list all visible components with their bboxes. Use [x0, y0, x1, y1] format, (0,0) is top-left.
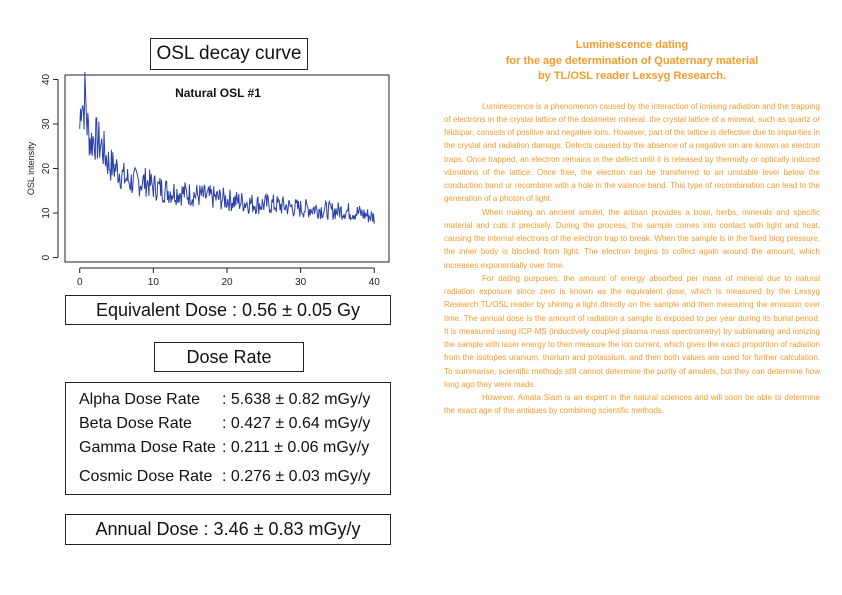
y-tick-label: 30: [41, 118, 52, 130]
dose-rate-title-box: Dose Rate: [154, 342, 304, 372]
article-paragraph: Luminescence is a phenomenon caused by t…: [444, 101, 820, 204]
y-axis-label: OSL intensity: [26, 141, 36, 195]
y-tick-label: 40: [41, 73, 52, 85]
heading-line: Luminescence dating: [575, 39, 689, 51]
heading-line: for the age determination of Quaternary …: [505, 54, 759, 67]
article-heading: Luminescence dating for the age determin…: [444, 38, 820, 85]
dose-rate-value: : 0.427 ± 0.64 mGy/y: [222, 415, 371, 432]
y-tick-label: 20: [41, 163, 52, 175]
gamma-dose-rate-row: Gamma Dose Rate : 0.211 ± 0.06 mGy/y: [79, 437, 384, 459]
alpha-dose-rate-row: Alpha Dose Rate : 5.638 ± 0.82 mGy/y: [79, 389, 384, 411]
cosmic-dose-rate-row: Cosmic Dose Rate : 0.276 ± 0.03 mGy/y: [79, 466, 384, 488]
x-tick-label: 0: [77, 277, 83, 288]
osl-series-line: [79, 72, 375, 224]
dose-rate-title: Dose Rate: [186, 346, 272, 367]
osl-decay-chart: 0 10 20 30 40 0 10 20 30 40 OSL intensity Natural O…: [26, 72, 390, 288]
dose-rate-label: Alpha Dose Rate: [79, 391, 200, 408]
chart-title: Natural OSL #1: [175, 86, 261, 100]
dose-rate-label: Gamma Dose Rate: [79, 439, 216, 456]
y-tick-label: 0: [41, 254, 52, 260]
y-tick-label: 10: [41, 207, 52, 219]
dose-rate-label: Cosmic Dose Rate: [79, 468, 213, 485]
article-paragraph: For dating purposes, the amount of energ…: [444, 273, 820, 389]
article-paragraph: However, Amata Siam is an expert in the …: [444, 393, 820, 416]
dose-rate-value: : 0.211 ± 0.06 mGy/y: [222, 439, 370, 456]
x-tick-label: 10: [148, 277, 160, 288]
beta-dose-rate-row: Beta Dose Rate : 0.427 ± 0.64 mGy/y: [79, 413, 384, 435]
equivalent-dose-box: Equivalent Dose : 0.56 ± 0.05 Gy: [65, 295, 391, 325]
chart-section-title: OSL decay curve: [156, 43, 302, 64]
article-paragraph: When making an ancient amulet, the artis…: [444, 207, 820, 270]
dose-rate-value: : 0.276 ± 0.03 mGy/y: [222, 468, 371, 485]
annual-dose-text: Annual Dose : 3.46 ± 0.83 mGy/y: [95, 519, 361, 539]
article-column: Luminescence dating for the age determin…: [444, 38, 820, 418]
x-tick-label: 30: [295, 277, 307, 288]
x-tick-label: 40: [369, 277, 381, 288]
annual-dose-box: Annual Dose : 3.46 ± 0.83 mGy/y: [65, 514, 391, 545]
dose-rate-label: Beta Dose Rate: [79, 415, 192, 432]
dose-rates-box: Alpha Dose Rate : 5.638 ± 0.82 mGy/y Bet…: [65, 382, 391, 495]
equivalent-dose-text: Equivalent Dose : 0.56 ± 0.05 Gy: [95, 299, 361, 320]
heading-line: by TL/OSL reader Lexsyg Research.: [537, 70, 727, 82]
chart-title-box: OSL decay curve: [150, 38, 308, 70]
x-tick-label: 20: [221, 277, 233, 288]
plot-frame: [64, 74, 390, 263]
dose-rate-value: : 5.638 ± 0.82 mGy/y: [222, 391, 371, 408]
